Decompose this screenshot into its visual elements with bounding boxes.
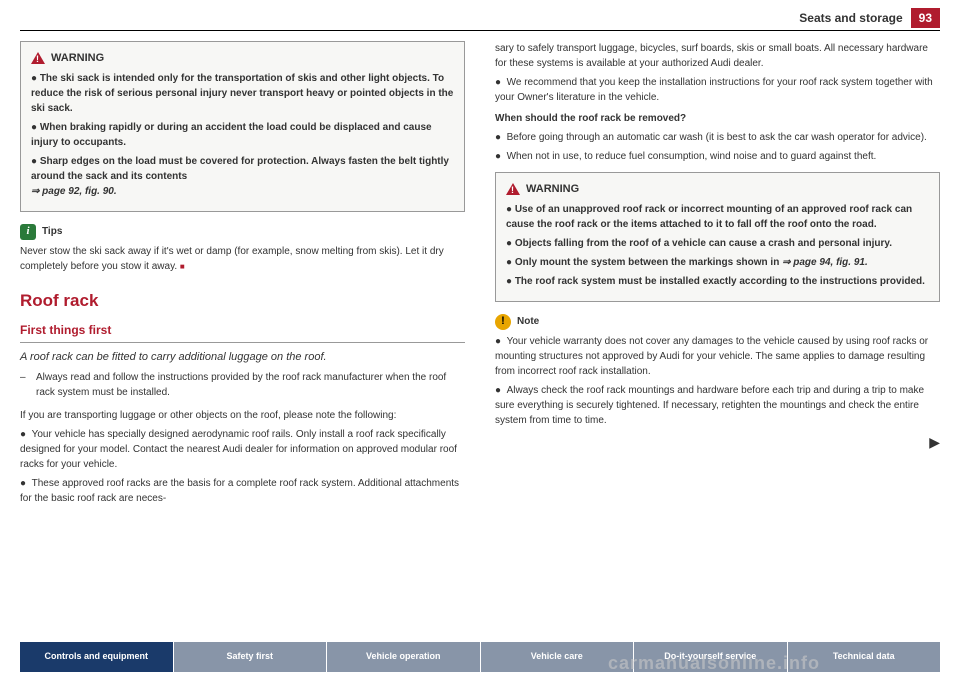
continue-arrow-icon: ▶ [495, 432, 940, 453]
warning-text: ● Only mount the system between the mark… [506, 255, 929, 270]
right-column: sary to safely transport luggage, bicycl… [495, 41, 940, 510]
warning-icon [31, 52, 45, 64]
note-text: ● Always check the roof rack mountings a… [495, 383, 940, 428]
bullet-text: ● We recommend that you keep the install… [495, 75, 940, 105]
warning-text: ● Use of an unapproved roof rack or inco… [506, 202, 929, 232]
bullet-text: ● Your vehicle has specially designed ae… [20, 427, 465, 472]
tips-body: Never stow the ski sack away if it's wet… [20, 244, 465, 274]
warning-text: ● Sharp edges on the load must be covere… [31, 154, 454, 199]
bullet-text: ● These approved roof racks are the basi… [20, 476, 465, 506]
note-icon: ! [495, 314, 511, 330]
section-title: Roof rack [20, 288, 465, 314]
warning-title: WARNING [51, 50, 104, 67]
warning-icon [506, 183, 520, 195]
footer-tab-diy[interactable]: Do-it-yourself service [633, 642, 787, 672]
tips-icon: i [20, 224, 36, 240]
header-title: Seats and storage [799, 11, 902, 25]
warning-text: ● Objects falling from the roof of a veh… [506, 236, 929, 251]
warning-text: ● The roof rack system must be installed… [506, 274, 929, 289]
body-text: sary to safely transport luggage, bicycl… [495, 41, 940, 71]
bullet-text: ● When not in use, to reduce fuel consum… [495, 149, 940, 164]
footer-tab-care[interactable]: Vehicle care [480, 642, 634, 672]
left-column: WARNING ● The ski sack is intended only … [20, 41, 465, 510]
lead-text: A roof rack can be fitted to carry addit… [20, 349, 465, 366]
page-number: 93 [911, 8, 940, 28]
tips-title: Tips [42, 224, 62, 239]
bullet-text: ● Before going through an automatic car … [495, 130, 940, 145]
note-title: Note [517, 314, 539, 329]
body-text: If you are transporting luggage or other… [20, 408, 465, 423]
footer-tabs: Controls and equipment Safety first Vehi… [20, 642, 940, 672]
warning-title: WARNING [526, 181, 579, 198]
subsection-title: First things first [20, 321, 465, 343]
footer-tab-tech[interactable]: Technical data [787, 642, 941, 672]
footer-tab-operation[interactable]: Vehicle operation [326, 642, 480, 672]
footer-tab-controls[interactable]: Controls and equipment [20, 642, 173, 672]
warning-text: ● When braking rapidly or during an acci… [31, 120, 454, 150]
warning-text: ● The ski sack is intended only for the … [31, 71, 454, 116]
subhead: When should the roof rack be removed? [495, 111, 940, 126]
warning-box-ski: WARNING ● The ski sack is intended only … [20, 41, 465, 212]
instruction-item: – Always read and follow the instruction… [20, 370, 465, 400]
note-text: ● Your vehicle warranty does not cover a… [495, 334, 940, 379]
footer-tab-safety[interactable]: Safety first [173, 642, 327, 672]
page-header: Seats and storage 93 [20, 8, 940, 31]
warning-box-roof: WARNING ● Use of an unapproved roof rack… [495, 172, 940, 302]
